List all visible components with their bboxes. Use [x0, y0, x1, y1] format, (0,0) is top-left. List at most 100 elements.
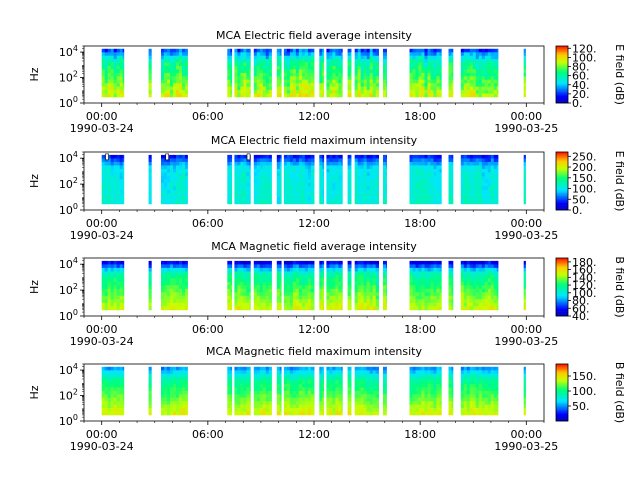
spectrogram-cell [319, 271, 322, 275]
spectrogram-cell [105, 405, 108, 409]
spectrogram-cell [185, 183, 188, 187]
spectrogram-cell [473, 200, 476, 204]
spectrogram-cell [296, 384, 299, 388]
spectrogram-cell [452, 306, 454, 310]
spectrogram-cell [479, 162, 482, 166]
spectrogram-cell [167, 261, 170, 265]
spectrogram-cell [254, 73, 257, 77]
spectrogram-cell [491, 176, 494, 180]
spectrogram-cell [383, 197, 386, 201]
spectrogram-cell [185, 200, 188, 204]
spectrogram-cell [230, 59, 232, 63]
spectrogram-cell [367, 83, 370, 87]
spectrogram-cell [319, 408, 322, 412]
spectrogram-cell [473, 186, 476, 190]
spectrogram-cell [108, 370, 111, 374]
spectrogram-cell [485, 299, 488, 303]
spectrogram-cell [266, 384, 269, 388]
spectrogram-cell [355, 83, 358, 87]
spectrogram-cell [419, 299, 422, 303]
spectrogram-cell [164, 387, 167, 391]
spectrogram-cell [170, 412, 173, 416]
spectrogram-cell [319, 296, 322, 300]
spectrogram-cell [287, 52, 290, 56]
spectrogram-cell [173, 387, 176, 391]
spectrogram-cell [491, 73, 494, 77]
spectrogram-cell [182, 200, 185, 204]
spectrogram-cell [111, 264, 114, 268]
spectrogram-cell [470, 289, 473, 293]
spectrogram-cell [461, 176, 464, 180]
spectrogram-cell [266, 165, 269, 169]
spectrogram-cell [263, 158, 266, 162]
spectrogram-cell [373, 193, 376, 197]
spectrogram-cell [440, 268, 442, 272]
spectrogram-cell [260, 59, 263, 63]
spectrogram-cell [237, 94, 240, 98]
spectrogram-cell [167, 197, 170, 201]
spectrogram-cell [105, 377, 108, 381]
spectrogram-cell [355, 193, 358, 197]
spectrogram-cell [464, 296, 467, 300]
spectrogram-cell [329, 412, 332, 416]
spectrogram-cell [428, 289, 431, 293]
spectrogram-cell [260, 264, 263, 268]
spectrogram-cell [296, 52, 299, 56]
spectrogram-cell [410, 292, 413, 296]
spectrogram-cell [237, 186, 240, 190]
spectrogram-cell [290, 374, 293, 378]
spectrogram-cell [308, 398, 311, 402]
spectrogram-cell [322, 200, 324, 204]
spectrogram-cell [476, 190, 479, 194]
spectrogram-cell [227, 59, 230, 63]
spectrogram-cell [290, 282, 293, 286]
spectrogram-cell [167, 83, 170, 87]
spectrogram-cell [311, 384, 314, 388]
spectrogram-cell [293, 296, 296, 300]
spectrogram-cell [494, 285, 497, 289]
spectrogram-cell [269, 261, 272, 265]
spectrogram-cell [314, 303, 315, 307]
spectrogram-cell [164, 299, 167, 303]
spectrogram-cell [284, 303, 287, 307]
spectrogram-cell [434, 165, 437, 169]
spectrogram-cell [176, 56, 179, 60]
spectrogram-cell [269, 52, 272, 56]
spectrogram-cell [176, 69, 179, 73]
spectrogram-cell [249, 275, 250, 279]
spectrogram-cell [482, 261, 485, 265]
spectrogram-cell [470, 193, 473, 197]
spectrogram-cell [338, 299, 341, 303]
spectrogram-cell [105, 412, 108, 416]
spectrogram-cell [497, 261, 499, 265]
spectrogram-cell [422, 76, 425, 80]
spectrogram-cell [293, 412, 296, 416]
spectrogram-cell [230, 398, 232, 402]
spectrogram-cell [167, 56, 170, 60]
spectrogram-cell [120, 59, 123, 63]
spectrogram-cell [299, 412, 302, 416]
spectrogram-cell [348, 158, 351, 162]
spectrogram-cell [422, 282, 425, 286]
spectrogram-cell [358, 165, 361, 169]
spectrogram-cell [185, 261, 188, 265]
spectrogram-cell [170, 296, 173, 300]
spectrogram-cell [170, 169, 173, 173]
spectrogram-cell [473, 49, 476, 53]
spectrogram-cell [335, 94, 338, 98]
spectrogram-cell [237, 412, 240, 416]
spectrogram-cell [308, 405, 311, 409]
spectrogram-cell [227, 49, 230, 53]
spectrogram-cell [370, 296, 373, 300]
spectrogram-cell [105, 94, 108, 98]
spectrogram-cell [182, 197, 185, 201]
spectrogram-cell [280, 155, 282, 159]
spectrogram-cell [383, 292, 386, 296]
spectrogram-cell [173, 172, 176, 176]
spectrogram-cell [182, 261, 185, 265]
spectrogram-cell [237, 158, 240, 162]
spectrogram-cell [179, 172, 182, 176]
spectrogram-cell [173, 275, 176, 279]
spectrogram-cell [149, 63, 152, 67]
spectrogram-cell [467, 289, 470, 293]
